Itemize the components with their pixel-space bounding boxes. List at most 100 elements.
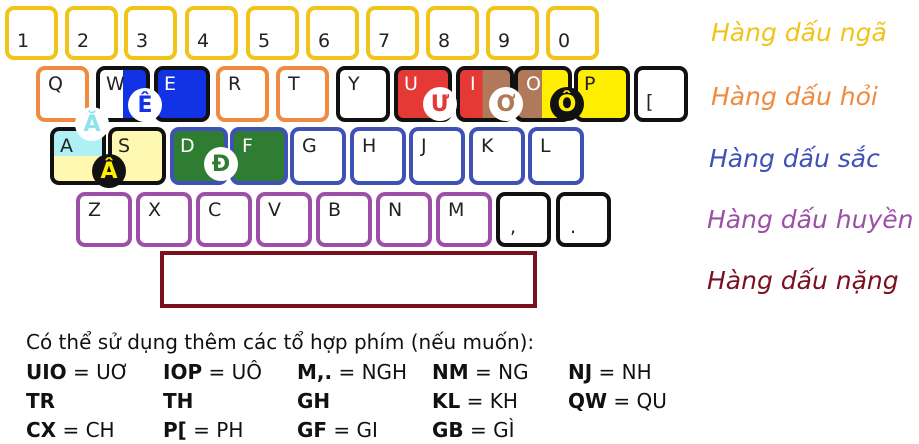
key-label: 7: [378, 30, 391, 52]
key-0[interactable]: 0: [546, 6, 599, 60]
key-label: G: [302, 135, 317, 157]
key-g[interactable]: G: [290, 127, 346, 185]
combo-nm: NM = NG: [432, 360, 529, 384]
combo-gh: GH: [297, 389, 330, 413]
combo-keys: KL: [432, 389, 461, 413]
key-c[interactable]: C: [196, 192, 252, 247]
combo-result: = QU: [607, 389, 667, 413]
row-label-nang: Hàng dấu nặng: [707, 266, 899, 295]
key-h[interactable]: H: [350, 127, 406, 185]
d-stroke-badge: Đ: [204, 147, 238, 181]
combo-uio: UIO = UƠ: [26, 360, 129, 384]
combo-keys: GB: [432, 418, 464, 442]
combo-m-comma-period: M,. = NGH: [297, 360, 407, 384]
combo-result: = PH: [186, 418, 244, 442]
key-label: 4: [197, 30, 210, 52]
key-label: 6: [318, 30, 331, 52]
combo-result: = KH: [460, 389, 518, 413]
key-x[interactable]: X: [136, 192, 192, 247]
key-space[interactable]: [160, 251, 537, 308]
key-p[interactable]: P: [574, 66, 630, 122]
key-7[interactable]: 7: [366, 6, 419, 60]
combo-keys: QW: [568, 389, 608, 413]
key-z[interactable]: Z: [76, 192, 132, 247]
key-label: T: [288, 73, 300, 95]
combo-keys: GF: [297, 418, 328, 442]
combo-keys: NM: [432, 360, 469, 384]
combo-keys: TH: [163, 389, 194, 413]
key-m[interactable]: M: [436, 192, 492, 247]
key-label: [: [646, 91, 654, 113]
key-label: Z: [88, 199, 102, 221]
combo-keys: NJ: [568, 360, 593, 384]
e-circumflex-badge: Ê: [128, 88, 162, 122]
key-label: L: [540, 135, 551, 157]
key-4[interactable]: 4: [185, 6, 238, 60]
combo-result: = GI: [327, 418, 378, 442]
key-label: 0: [558, 30, 571, 52]
key-label: E: [164, 73, 177, 95]
legend-intro: Có thể sử dụng thêm các tổ hợp phím (nếu…: [26, 330, 535, 354]
combo-result: = NGH: [332, 360, 408, 384]
key-b[interactable]: B: [316, 192, 372, 247]
key-label: 1: [17, 30, 30, 52]
row-label-nga: Hàng dấu ngã: [711, 18, 887, 47]
key-label: Y: [348, 73, 360, 95]
key-1[interactable]: 1: [5, 6, 58, 60]
key-label: D: [180, 135, 195, 157]
combo-keys: P[: [163, 418, 187, 442]
key-2[interactable]: 2: [65, 6, 118, 60]
key-l[interactable]: L: [528, 127, 584, 185]
combo-keys: CX: [26, 418, 57, 442]
a-breve-badge: Ă: [75, 107, 109, 141]
key-6[interactable]: 6: [306, 6, 359, 60]
key-label: J: [421, 135, 427, 157]
combo-nj: NJ = NH: [568, 360, 652, 384]
key-f[interactable]: F: [230, 127, 288, 185]
key-3[interactable]: 3: [124, 6, 177, 60]
key-j[interactable]: J: [409, 127, 465, 185]
key-label: A: [60, 135, 73, 157]
key-v[interactable]: V: [256, 192, 312, 247]
key-bracket[interactable]: [: [634, 66, 688, 122]
key-comma[interactable]: ,: [496, 192, 551, 247]
key-label: N: [388, 199, 403, 221]
key-8[interactable]: 8: [426, 6, 479, 60]
combo-result: = GÌ: [463, 418, 515, 442]
row-label-hoi: Hàng dấu hỏi: [711, 82, 878, 111]
key-label: O: [526, 73, 541, 95]
combo-keys: GH: [297, 389, 331, 413]
combo-result: = UÔ: [202, 360, 262, 384]
key-9[interactable]: 9: [486, 6, 539, 60]
combo-cx: CX = CH: [26, 418, 115, 442]
key-r[interactable]: R: [216, 66, 269, 122]
combo-result: = CH: [56, 418, 115, 442]
key-label: P: [584, 73, 596, 95]
combo-kl: KL = KH: [432, 389, 518, 413]
key-5[interactable]: 5: [246, 6, 299, 60]
row-label-sac: Hàng dấu sắc: [709, 144, 880, 173]
combo-qw: QW = QU: [568, 389, 667, 413]
combo-p-bracket: P[ = PH: [163, 418, 243, 442]
combo-keys: M,.: [297, 360, 333, 384]
combo-keys: TR: [26, 389, 56, 413]
combo-keys: UIO: [26, 360, 67, 384]
combo-tr: TR: [26, 389, 55, 413]
key-t[interactable]: T: [276, 66, 329, 122]
key-label: ,: [510, 216, 517, 238]
key-n[interactable]: N: [376, 192, 432, 247]
key-e[interactable]: E: [154, 66, 210, 122]
key-label: .: [570, 216, 577, 238]
u-horn-badge: Ư: [423, 87, 457, 121]
key-k[interactable]: K: [469, 127, 525, 185]
key-q[interactable]: Q: [36, 66, 89, 122]
key-label: V: [268, 199, 281, 221]
key-label: M: [448, 199, 465, 221]
combo-iop: IOP = UÔ: [163, 360, 262, 384]
key-label: B: [328, 199, 342, 221]
key-period[interactable]: .: [556, 192, 611, 247]
key-label: X: [148, 199, 162, 221]
key-y[interactable]: Y: [336, 66, 390, 122]
o-circumflex-badge: Ô: [550, 87, 584, 121]
key-label: W: [106, 73, 125, 95]
